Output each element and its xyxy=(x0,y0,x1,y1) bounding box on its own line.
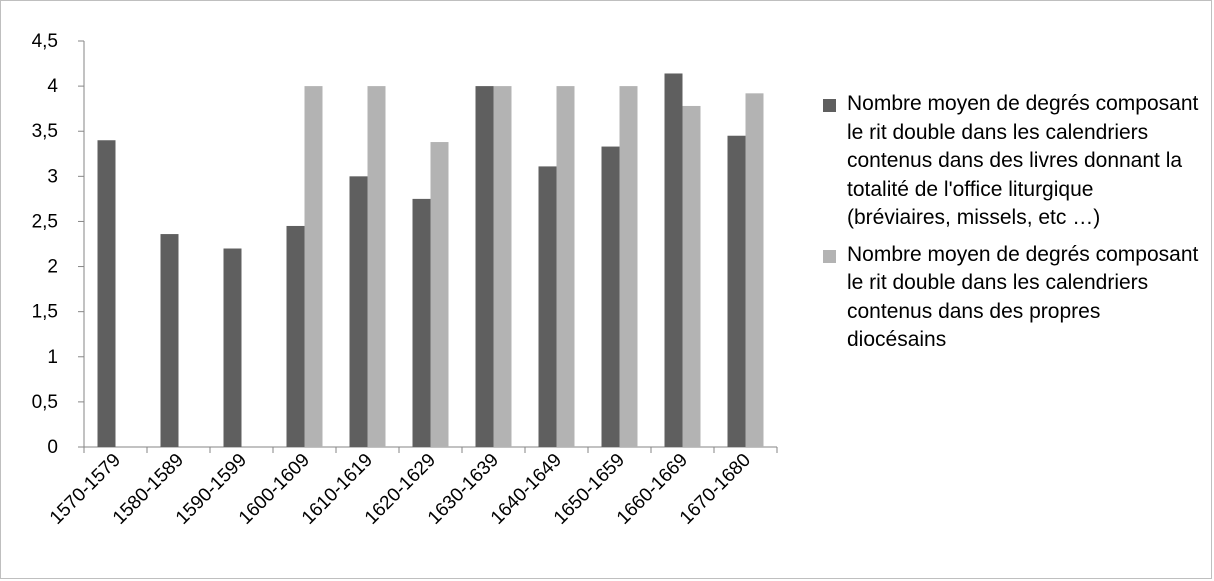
chart-axes xyxy=(78,40,778,453)
y-tick-label: 4,5 xyxy=(32,31,58,52)
bar-series-1 xyxy=(601,146,620,447)
legend-item-series-1: Nombre moyen de degrés composant le rit … xyxy=(823,90,1203,233)
bar-series-2 xyxy=(493,86,512,447)
legend-swatch-series-1 xyxy=(823,99,836,112)
bar-series-1 xyxy=(349,176,368,448)
bar-series-1 xyxy=(475,86,494,447)
bar-series-1 xyxy=(727,135,746,447)
y-tick-label: 4 xyxy=(47,76,58,97)
bar-series-1 xyxy=(664,73,683,447)
y-tick-label: 2,5 xyxy=(32,211,58,232)
bar-series-2 xyxy=(682,105,701,448)
y-tick-label: 0,5 xyxy=(32,392,58,413)
bar-series-1 xyxy=(223,248,242,447)
bar-series-2 xyxy=(367,86,386,447)
bar-series-2 xyxy=(619,86,638,447)
bar-series-1 xyxy=(160,234,179,447)
bar-series-1 xyxy=(286,225,305,447)
chart-labels: 00,511,522,533,544,51570-15791580-158915… xyxy=(32,31,755,529)
y-tick-label: 1 xyxy=(47,347,58,368)
legend-item-series-2: Nombre moyen de degrés composant le rit … xyxy=(823,241,1203,355)
chart-bars xyxy=(97,73,764,448)
y-tick-label: 0 xyxy=(47,437,58,458)
y-tick-label: 2 xyxy=(47,257,58,278)
y-tick-label: 3,5 xyxy=(32,121,58,142)
chart-legend: Nombre moyen de degrés composant le rit … xyxy=(823,90,1203,363)
legend-swatch-series-2 xyxy=(823,249,836,263)
legend-label-series-2: Nombre moyen de degrés composant le rit … xyxy=(847,242,1199,352)
legend-label-series-1: Nombre moyen de degrés composant le rit … xyxy=(847,92,1199,229)
bar-series-1 xyxy=(412,198,431,447)
y-tick-label: 3 xyxy=(47,166,58,187)
bar-series-1 xyxy=(538,166,557,448)
bar-series-2 xyxy=(745,93,764,447)
bar-series-2 xyxy=(304,86,323,447)
bar-series-2 xyxy=(556,86,575,447)
bar-series-1 xyxy=(97,140,116,447)
y-tick-label: 1,5 xyxy=(32,302,58,323)
bar-series-2 xyxy=(430,142,449,447)
